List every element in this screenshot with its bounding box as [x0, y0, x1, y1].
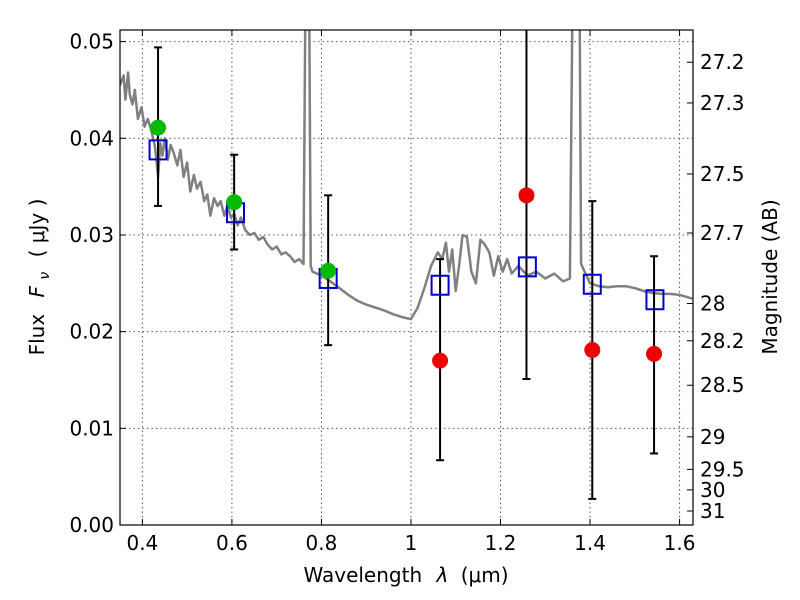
x-tick-label: 1.2: [485, 531, 517, 555]
y-tick-label: 0.02: [69, 320, 114, 344]
spectrum-line: [120, 30, 693, 321]
plot-frame: [119, 29, 694, 526]
y-tick-label: 0.03: [69, 223, 114, 247]
x-tick-label: 1.6: [664, 531, 696, 555]
axis-layer: 0.4 0.6 0.8 1 1.2 1.4 1.6 0.00 0.01 0.02 0.03 0.04 0…: [69, 30, 744, 555]
magnitude-tick-label: 29: [700, 425, 725, 449]
grid-layer: [120, 30, 693, 526]
magnitude-tick-label: 27.2: [700, 50, 745, 74]
upper-limit-point: [518, 187, 535, 204]
model-flux-square: [430, 274, 450, 296]
upper-limit-point: [584, 342, 601, 359]
model-flux-square: [582, 273, 602, 295]
detection-point: [226, 194, 243, 211]
x-tick-label: 0.4: [126, 531, 158, 555]
y-tick-label: 0.01: [69, 416, 114, 440]
magnitude-tick-label: 27.7: [700, 221, 745, 245]
upper-limit-point: [646, 345, 663, 362]
y-axis-label: Flux F ν ( μJy ): [25, 199, 54, 356]
x-axis-label: Wavelength λ (μm): [303, 563, 508, 587]
y-tick-label: 0.00: [69, 513, 114, 537]
detection-point: [150, 119, 167, 136]
magnitude-tick-label: 28.2: [700, 329, 745, 353]
x-tick-label: 0.6: [216, 531, 248, 555]
x-tick-label: 1: [405, 531, 418, 555]
y2-axis-label: Magnitude (AB): [758, 199, 782, 354]
model-flux-square: [645, 289, 665, 311]
y-tick-label: 0.04: [69, 126, 114, 150]
plot-layer: [120, 30, 693, 500]
detection-point: [320, 262, 337, 279]
magnitude-tick-label: 28: [700, 292, 725, 316]
y-tick-label: 0.05: [69, 30, 114, 54]
model-flux-square: [517, 256, 537, 278]
magnitude-tick-label: 28.5: [700, 373, 745, 397]
magnitude-tick-label: 29.5: [700, 457, 745, 481]
x-tick-label: 0.8: [306, 531, 338, 555]
magnitude-tick-label: 27.5: [700, 162, 745, 186]
upper-limit-point: [432, 352, 449, 369]
model-flux-square: [148, 139, 168, 161]
magnitude-tick-label: 30: [700, 478, 725, 502]
magnitude-tick-label: 31: [700, 499, 725, 523]
magnitude-tick-label: 27.3: [700, 91, 745, 115]
x-tick-label: 1.4: [574, 531, 606, 555]
